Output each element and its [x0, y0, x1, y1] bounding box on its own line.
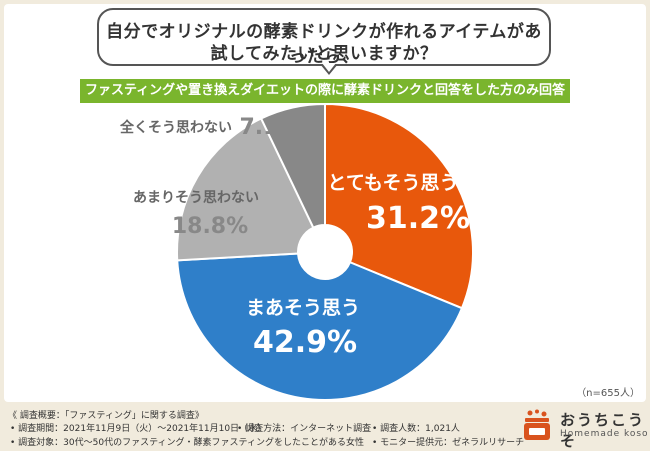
slice-label: 全くそう思わない	[119, 119, 232, 136]
slice-percent: 7.1%	[239, 115, 300, 140]
survey-target: • 調査対象：30代～50代のファスティング・酵素ファスティングをしたことがある…	[10, 438, 364, 448]
question-bubble: 自分でオリジナルの酵素ドリンクが作れるアイテムがあったら、 試してみたいと思いま…	[97, 8, 551, 67]
survey-method: • 調査方法：インターネット調査	[237, 424, 372, 434]
donut-hole	[298, 225, 352, 279]
survey-title: 《 調査概要：「ファスティング」に関する調査》	[8, 411, 204, 421]
slice-label: とてもそう思う	[327, 172, 458, 194]
survey-count: • 調査人数：1,021人	[372, 424, 460, 434]
slice-label: あまりそう思わない	[133, 190, 259, 206]
question-line-1: 自分でオリジナルの酵素ドリンクが作れるアイテムがあったら、	[106, 22, 542, 67]
brand-name: おうちこうそ	[560, 411, 646, 450]
jar-icon	[520, 409, 554, 441]
sample-size-note: （n=655人）	[576, 388, 640, 399]
survey-period: • 調査期間：2021年11月9日（火）～2021年11月10日（水）	[10, 424, 267, 434]
bubble-tail-inner	[322, 63, 336, 72]
question-line-2: 試してみたいと思いますか？	[210, 44, 438, 64]
slice-label: まあそう思う	[246, 297, 360, 319]
respondent-banner: ファスティングや置き換えダイエットの際に酵素ドリンクと回答をした方のみ回答	[80, 79, 570, 103]
slice-percent: 42.9%	[253, 325, 357, 360]
brand-subtitle: Homemade koso	[560, 429, 649, 439]
slice-percent: 18.8%	[172, 214, 248, 239]
survey-provider: • モニター提供元：ゼネラルリサーチ	[372, 438, 525, 448]
slice-percent: 31.2%	[366, 201, 470, 236]
